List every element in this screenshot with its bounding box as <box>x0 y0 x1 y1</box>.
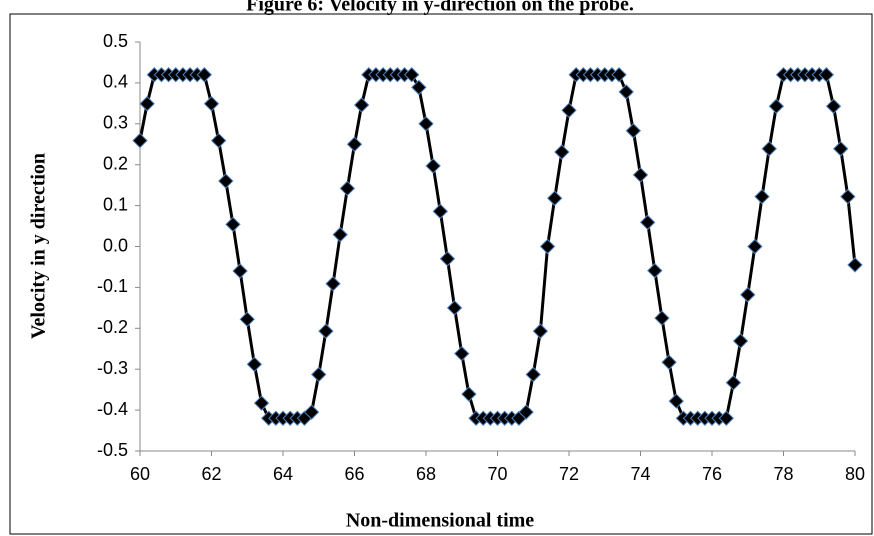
data-point <box>625 123 642 139</box>
data-point <box>661 354 677 370</box>
y-tick-label: -0.1 <box>97 276 128 296</box>
data-point <box>754 188 770 205</box>
y-axis-title: Velocity in y direction <box>28 153 50 339</box>
data-point <box>218 173 234 189</box>
x-tick-label: 70 <box>487 464 507 484</box>
x-tick-label: 78 <box>773 464 793 484</box>
x-axis-title: Non-dimensional time <box>346 510 534 532</box>
x-tick-label: 74 <box>630 464 650 484</box>
y-tick-label: 0.1 <box>103 194 128 214</box>
data-point <box>546 190 563 206</box>
x-tick-label: 60 <box>130 464 150 484</box>
x-tick-label: 64 <box>273 464 293 484</box>
data-point <box>311 366 327 383</box>
data-point <box>525 366 541 383</box>
data-point <box>668 393 684 409</box>
data-point <box>139 96 155 112</box>
data-point <box>446 300 463 316</box>
data-point <box>461 386 477 402</box>
x-tick-label: 68 <box>416 464 436 484</box>
data-point <box>818 67 835 83</box>
y-tick-label: -0.4 <box>97 399 128 419</box>
data-point <box>246 356 263 372</box>
data-point <box>196 67 213 83</box>
x-tick-label: 80 <box>845 464 865 484</box>
data-point <box>432 203 449 220</box>
data-point <box>439 251 456 267</box>
data-point <box>403 67 420 83</box>
data-point <box>518 404 534 420</box>
y-tick-label: 0.4 <box>103 72 128 92</box>
y-tick-label: -0.5 <box>97 440 128 460</box>
data-point <box>561 102 577 119</box>
chart-title: Figure 6: Velocity in y-direction on the… <box>246 0 634 16</box>
data-point <box>647 262 663 279</box>
y-tick-label: 0.0 <box>103 235 128 255</box>
data-point <box>761 141 777 157</box>
data-point <box>411 79 427 96</box>
data-point <box>232 263 248 279</box>
x-tick-label: 66 <box>344 464 364 484</box>
data-point <box>732 333 749 349</box>
data-point <box>632 167 649 183</box>
y-tick-label: -0.3 <box>97 358 128 378</box>
data-point <box>418 116 434 132</box>
y-tick-label: 0.5 <box>103 31 128 51</box>
data-point <box>532 323 549 339</box>
data-point <box>425 158 441 174</box>
data-point <box>825 98 842 114</box>
data-point <box>539 238 556 255</box>
data-point <box>554 144 570 160</box>
data-point <box>210 132 227 149</box>
data-point <box>346 136 363 152</box>
data-point <box>253 395 270 411</box>
y-tick-label: -0.2 <box>97 317 128 337</box>
data-point <box>654 310 670 326</box>
data-point <box>618 84 634 100</box>
data-point <box>454 345 470 362</box>
data-point <box>353 97 370 113</box>
data-point <box>239 311 255 328</box>
data-point <box>332 226 348 243</box>
data-point <box>718 410 735 426</box>
data-point <box>847 257 863 273</box>
data-point <box>132 132 148 149</box>
data-point <box>339 180 356 197</box>
chart-frame <box>9 13 873 535</box>
y-tick-label: 0.2 <box>103 153 128 173</box>
data-point <box>611 67 627 83</box>
data-point <box>768 98 785 114</box>
data-point <box>747 238 763 255</box>
y-tick-label: 0.3 <box>103 113 128 133</box>
data-point <box>325 276 341 292</box>
x-tick-label: 72 <box>559 464 579 484</box>
data-point <box>832 141 849 157</box>
data-point <box>225 216 241 233</box>
data-point <box>725 374 742 391</box>
data-point <box>318 323 334 339</box>
data-point <box>639 214 656 231</box>
data-point <box>740 287 756 303</box>
data-point <box>303 404 320 420</box>
data-point <box>840 188 856 205</box>
x-tick-label: 76 <box>702 464 722 484</box>
data-point <box>203 96 220 112</box>
x-tick-label: 62 <box>201 464 221 484</box>
